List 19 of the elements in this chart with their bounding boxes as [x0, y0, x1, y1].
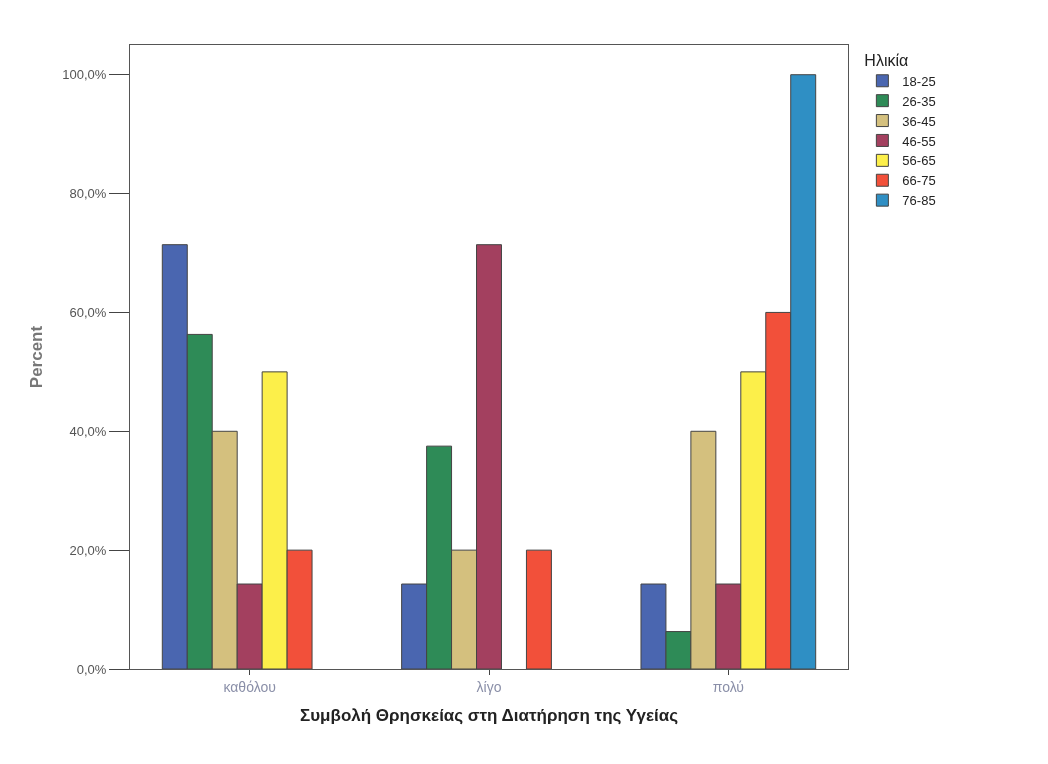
- x-axis-title: Συμβολή Θρησκείας στη Διατήρηση της Υγείας: [300, 706, 679, 726]
- x-tick-label: καθόλου: [223, 678, 276, 695]
- legend-label: 76-85: [902, 193, 936, 209]
- y-tick-label: 40,0%: [69, 423, 107, 439]
- x-tick-label: λίγο: [476, 678, 502, 695]
- y-tick-label: 80,0%: [69, 186, 107, 202]
- legend-label: 36-45: [902, 113, 936, 129]
- y-tick-label: 100,0%: [62, 67, 107, 83]
- legend-label: 18-25: [902, 73, 936, 89]
- legend-title: Ηλικία: [864, 51, 909, 69]
- x-tick-label: πολύ: [712, 678, 744, 695]
- legend-label: 46-55: [902, 133, 936, 149]
- legend-label: 56-65: [902, 153, 936, 169]
- y-tick-label: 60,0%: [69, 304, 107, 320]
- y-axis-title: Percent: [26, 325, 46, 389]
- legend-label: 26-35: [902, 93, 936, 109]
- y-tick-label: 0,0%: [76, 661, 107, 677]
- legend-label: 66-75: [902, 173, 936, 189]
- y-tick-label: 20,0%: [69, 542, 107, 558]
